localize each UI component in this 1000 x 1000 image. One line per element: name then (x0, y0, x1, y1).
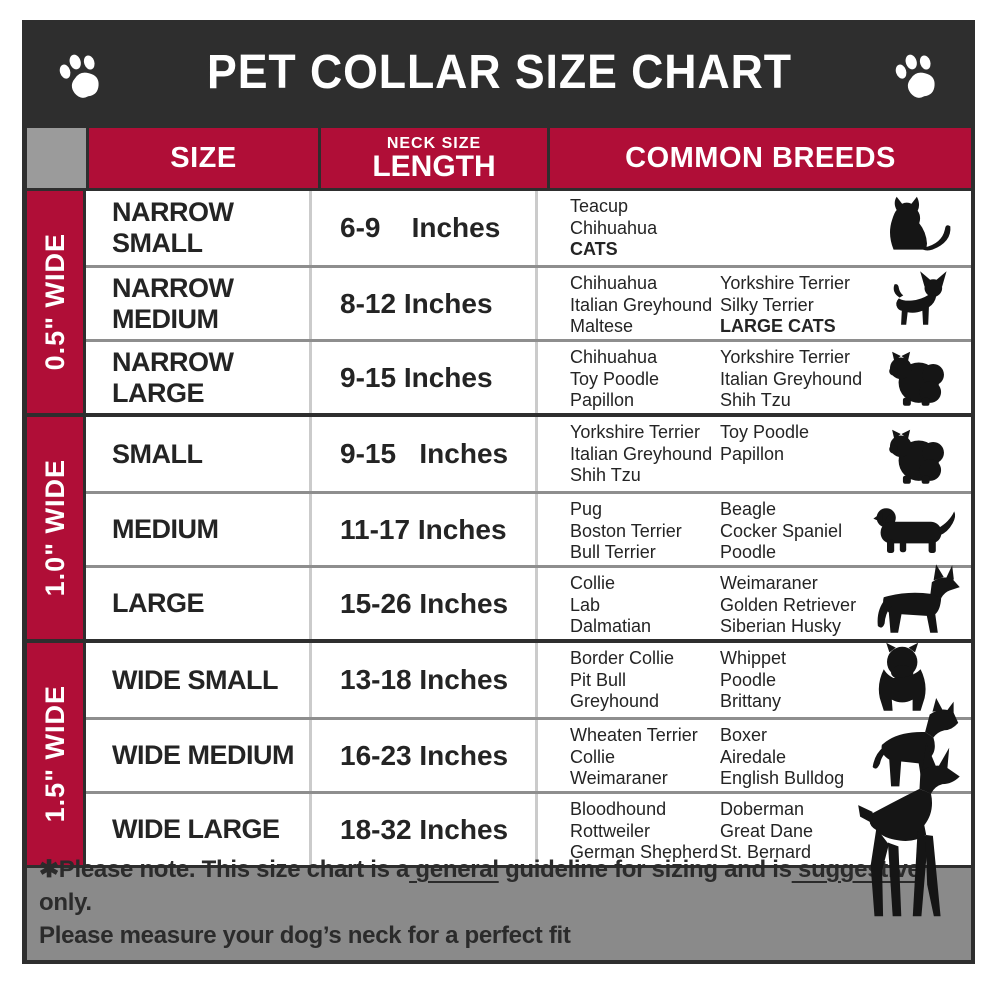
column-header-row: SIZE NECK SIZE LENGTH COMMON BREEDS (27, 128, 971, 188)
dachshund-icon (865, 501, 965, 557)
breeds-cell: Pug Boston Terrier Bull Terrier Beagle Cock… (538, 494, 971, 565)
width-strip: 0.5" WIDE (27, 191, 86, 413)
cat-icon (867, 189, 959, 259)
breeds-cell: Border Collie Pit Bull Greyhound Whippet Po… (538, 643, 971, 717)
table-row: WIDE SMALL 13-18 Inches Border Collie Pit… (86, 643, 971, 717)
doberman-icon (849, 741, 967, 923)
table-row: WIDE LARGE 18-32 Inches Bloodhound Rottwe… (86, 791, 971, 865)
size-cell: LARGE (86, 568, 312, 639)
footer-note: ✱Please note. This size chart is a gener… (27, 856, 971, 960)
col-header-length: NECK SIZE LENGTH (321, 128, 547, 188)
size-cell: NARROW SMALL (86, 191, 312, 265)
breeds-cell: Teacup Chihuahua CATS (538, 191, 971, 265)
shepherd-icon (865, 561, 965, 637)
paw-icon (51, 44, 111, 104)
pomeranian-icon (877, 346, 949, 410)
breeds-cell: Collie Lab Dalmatian Weimaraner Golden Retr… (538, 568, 971, 639)
breeds-cell: Wheaten Terrier Collie Weimaraner Boxer Air… (538, 720, 971, 791)
paw-icon (887, 44, 947, 104)
table-row: SMALL 9-15 Inches Yorkshire Terrier Itali… (86, 417, 971, 491)
size-cell: WIDE MEDIUM (86, 720, 312, 791)
size-cell: SMALL (86, 417, 312, 491)
length-cell: 18-32 Inches (312, 794, 538, 865)
breeds-cell: Yorkshire Terrier Italian Greyhound Shih T… (538, 417, 971, 491)
size-cell: WIDE LARGE (86, 794, 312, 865)
footer-line-2: Please measure your dog’s neck for a per… (39, 922, 571, 949)
pomeranian-icon (877, 424, 949, 488)
table-row: NARROW SMALL 6-9 Inches Teacup Chihuahua C… (86, 191, 971, 265)
table-row: NARROW LARGE 9-15 Inches Chihuahua Toy Po… (86, 339, 971, 413)
size-cell: NARROW LARGE (86, 342, 312, 413)
size-cell: NARROW MEDIUM (86, 268, 312, 339)
breeds-cell: Chihuahua Toy Poodle Papillon Yorkshire Te… (538, 342, 971, 413)
breeds-cell: Chihuahua Italian Greyhound Maltese Yorksh… (538, 268, 971, 339)
width-strip: 1.5" WIDE (27, 643, 86, 865)
col-header-breeds: COMMON BREEDS (550, 128, 971, 188)
length-cell: 8-12 Inches (312, 268, 538, 339)
length-cell: 13-18 Inches (312, 643, 538, 717)
breeds-cell: Bloodhound Rottweiler German Shepherd Dobe… (538, 794, 971, 865)
length-cell: 9-15 Inches (312, 417, 538, 491)
width-strip: 1.0" WIDE (27, 417, 86, 639)
table-row: MEDIUM 11-17 Inches Pug Boston Terrier Bul… (86, 491, 971, 565)
size-chart-sheet: PET COLLAR SIZE CHART SIZE NECK SIZE LEN… (22, 20, 975, 964)
length-cell: 11-17 Inches (312, 494, 538, 565)
size-cell: MEDIUM (86, 494, 312, 565)
length-cell: 15-26 Inches (312, 568, 538, 639)
footer-line-1: ✱Please note. This size chart is a gener… (39, 856, 921, 916)
corner-cell (27, 128, 86, 188)
group-1.0-wide: 1.0" WIDE SMALL 9-15 Inches Yorkshire Te… (27, 417, 971, 639)
table-row: LARGE 15-26 Inches Collie Lab Dalmatian We… (86, 565, 971, 639)
table-row: WIDE MEDIUM 16-23 Inches Wheaten Terrier… (86, 717, 971, 791)
table-row: NARROW MEDIUM 8-12 Inches Chihuahua Itali… (86, 265, 971, 339)
col-header-size: SIZE (89, 128, 318, 188)
chihuahua-icon (877, 269, 953, 335)
length-cell: 6-9 Inches (312, 191, 538, 265)
group-0.5-wide: 0.5" WIDE NARROW SMALL 6-9 Inches Teacup… (27, 191, 971, 413)
length-cell: 9-15 Inches (312, 342, 538, 413)
size-cell: WIDE SMALL (86, 643, 312, 717)
group-1.5-wide: 1.5" WIDE WIDE SMALL 13-18 Inches Border… (27, 643, 971, 865)
length-cell: 16-23 Inches (312, 720, 538, 791)
page-title: PET COLLAR SIZE CHART (206, 46, 792, 99)
title-bar: PET COLLAR SIZE CHART (27, 20, 971, 125)
